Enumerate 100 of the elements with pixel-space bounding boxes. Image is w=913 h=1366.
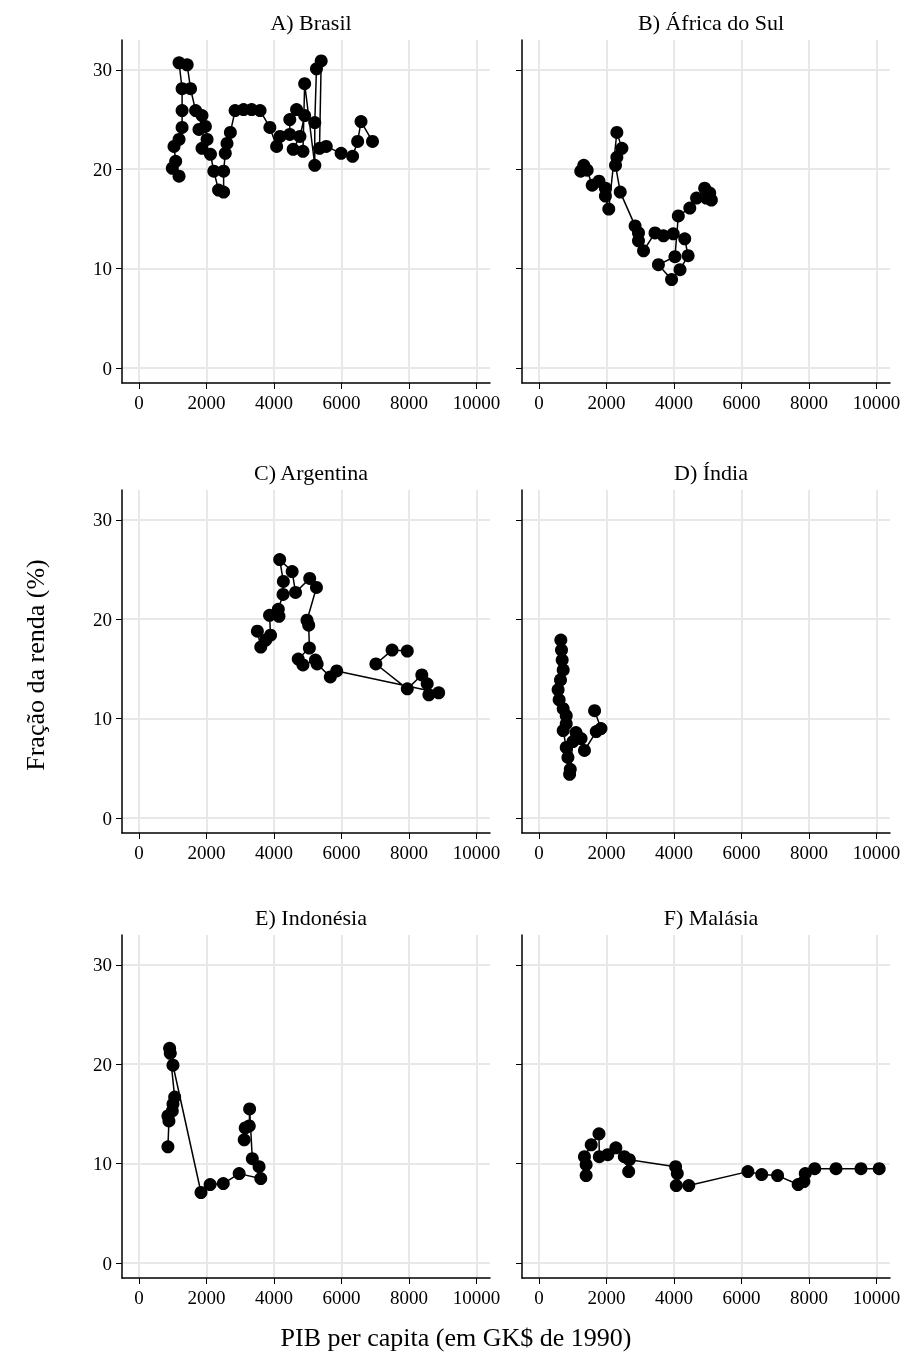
point xyxy=(613,185,627,199)
point xyxy=(180,58,194,72)
point xyxy=(682,1179,696,1193)
y-tick-label: 0 xyxy=(102,1252,112,1274)
x-tick-label: 6000 xyxy=(322,392,361,413)
y-tick-label: 20 xyxy=(93,608,112,630)
x-tick-label: 4000 xyxy=(654,392,693,413)
point xyxy=(293,129,307,143)
x-tick-label: 10000 xyxy=(452,842,501,863)
point xyxy=(592,1127,606,1141)
point xyxy=(172,132,186,146)
point xyxy=(319,139,333,153)
chart-title: B) África do Sul xyxy=(637,9,785,35)
y-tick-label: 10 xyxy=(93,708,112,730)
y-tick-label: 30 xyxy=(93,59,112,81)
x-tick-label: 2000 xyxy=(587,1287,626,1308)
point xyxy=(602,202,616,216)
point xyxy=(637,244,651,258)
point xyxy=(194,1186,208,1199)
chart-title: C) Argentina xyxy=(254,459,369,485)
point xyxy=(216,1177,230,1191)
point xyxy=(351,134,365,148)
x-tick-label: 4000 xyxy=(654,842,693,863)
point xyxy=(238,1121,252,1135)
point xyxy=(253,104,267,118)
point xyxy=(302,641,316,655)
x-tick-label: 2000 xyxy=(187,842,226,863)
point xyxy=(254,1172,268,1186)
point xyxy=(302,618,316,632)
point xyxy=(283,113,297,127)
chart-title: F) Malásia xyxy=(663,904,759,930)
point xyxy=(610,125,624,139)
point xyxy=(314,54,328,68)
x-tick-label: 2000 xyxy=(587,842,626,863)
point xyxy=(220,136,234,150)
point xyxy=(166,1058,180,1072)
point xyxy=(243,1102,257,1116)
x-tick-label: 4000 xyxy=(254,392,293,413)
point xyxy=(577,1150,591,1164)
point xyxy=(622,1165,636,1179)
x-tick-label: 8000 xyxy=(789,392,828,413)
y-tick-label: 10 xyxy=(93,258,112,280)
point xyxy=(622,1153,636,1167)
point xyxy=(588,704,602,718)
point xyxy=(237,1133,251,1147)
y-tick-label: 30 xyxy=(93,509,112,531)
x-tick-label: 8000 xyxy=(789,842,828,863)
point xyxy=(671,209,685,223)
x-tick-label: 8000 xyxy=(389,842,428,863)
point xyxy=(263,120,277,134)
point xyxy=(184,82,198,96)
point xyxy=(195,109,209,123)
x-tick-label: 6000 xyxy=(322,842,361,863)
point xyxy=(631,234,645,248)
point xyxy=(264,628,278,642)
x-tick-label: 0 xyxy=(534,392,544,413)
point xyxy=(354,115,368,129)
x-tick-label: 2000 xyxy=(187,392,226,413)
point xyxy=(681,249,695,263)
point xyxy=(808,1162,822,1176)
x-tick-label: 4000 xyxy=(254,842,293,863)
y-tick-label: 10 xyxy=(93,1153,112,1175)
x-tick-label: 10000 xyxy=(452,1287,501,1308)
y-axis-title: Fração da renda (%) xyxy=(20,559,50,771)
point xyxy=(872,1162,886,1176)
point xyxy=(854,1162,868,1176)
point xyxy=(666,227,680,241)
point xyxy=(168,1090,182,1104)
chart-title: E) Indonésia xyxy=(255,904,368,930)
point xyxy=(369,657,383,671)
point xyxy=(285,565,299,579)
point xyxy=(203,1178,217,1192)
x-tick-label: 4000 xyxy=(254,1287,293,1308)
point xyxy=(303,571,317,585)
x-tick-label: 6000 xyxy=(322,1287,361,1308)
y-tick-label: 0 xyxy=(102,357,112,379)
point xyxy=(283,127,297,141)
x-tick-label: 0 xyxy=(534,842,544,863)
point xyxy=(175,104,189,118)
point xyxy=(310,657,324,671)
x-axis-title: PIB per capita (em GK$ de 1990) xyxy=(280,1322,632,1352)
x-tick-label: 6000 xyxy=(722,1287,761,1308)
point xyxy=(415,668,429,682)
point xyxy=(289,585,303,599)
point xyxy=(270,139,284,153)
x-tick-label: 10000 xyxy=(452,392,501,413)
point xyxy=(651,258,665,272)
point xyxy=(556,663,570,677)
x-tick-label: 10000 xyxy=(852,842,901,863)
point xyxy=(296,658,310,672)
point xyxy=(829,1162,843,1176)
point xyxy=(245,1152,259,1166)
point xyxy=(584,1138,598,1152)
point xyxy=(334,146,348,160)
point xyxy=(366,134,380,148)
point xyxy=(771,1169,785,1183)
x-tick-label: 8000 xyxy=(789,1287,828,1308)
point xyxy=(330,664,344,678)
point xyxy=(217,185,231,199)
y-tick-label: 0 xyxy=(102,807,112,829)
